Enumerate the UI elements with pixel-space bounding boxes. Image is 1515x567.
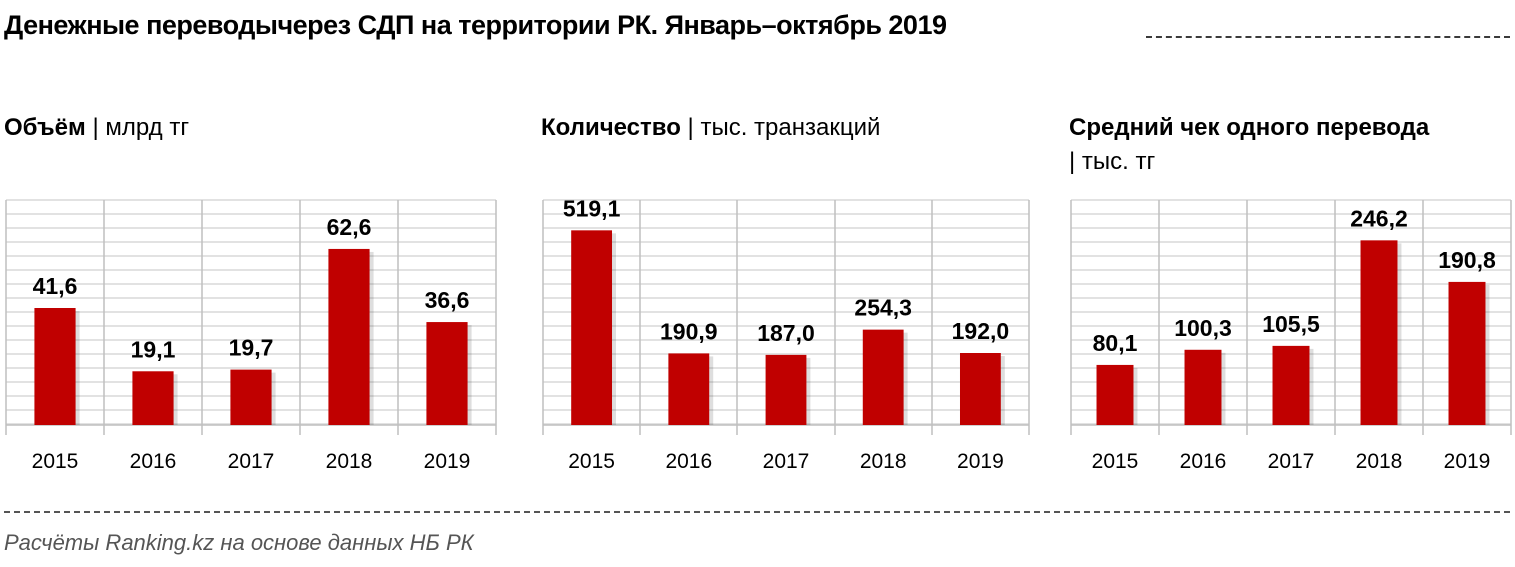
bar xyxy=(1184,349,1222,425)
page-title: Денежные переводычерез СДП на территории… xyxy=(4,10,947,40)
bar xyxy=(1272,345,1310,425)
bar xyxy=(959,353,1001,425)
data-label: 254,3 xyxy=(854,295,912,321)
x-tick-label: 2016 xyxy=(665,450,712,473)
x-tick-label: 2015 xyxy=(32,450,79,473)
data-label: 246,2 xyxy=(1350,205,1408,231)
bar xyxy=(1448,281,1486,425)
chart-count-title: Количество xyxy=(541,114,681,141)
data-label: 19,7 xyxy=(229,335,274,361)
data-label: 19,1 xyxy=(131,336,176,362)
x-tick-label: 2016 xyxy=(1180,450,1227,473)
data-label: 80,1 xyxy=(1093,330,1138,356)
x-tick-label: 2017 xyxy=(1268,450,1315,473)
x-tick-label: 2019 xyxy=(957,450,1004,473)
x-tick-label: 2017 xyxy=(763,450,810,473)
x-tick-label: 2018 xyxy=(1356,450,1403,473)
bar xyxy=(34,308,76,425)
x-tick-label: 2019 xyxy=(1444,450,1491,473)
data-label: 100,3 xyxy=(1174,315,1232,341)
x-tick-label: 2017 xyxy=(228,450,275,473)
chart-avg-title: Средний чек одного перевода xyxy=(1069,114,1430,141)
bar xyxy=(426,322,468,425)
bar xyxy=(668,353,710,425)
bar xyxy=(328,248,370,425)
x-tick-label: 2015 xyxy=(1092,450,1139,473)
bar xyxy=(571,230,613,425)
data-label: 519,1 xyxy=(563,195,621,221)
chart-volume-header: Объём | млрд тг xyxy=(4,114,189,142)
chart-count-unit: | тыс. транзакций xyxy=(687,114,881,141)
bar xyxy=(132,371,174,425)
chart-volume-title: Объём xyxy=(4,114,86,141)
bar xyxy=(1096,364,1134,425)
chart-count: 519,1 2015 190,9 2016 187,0 2017 254,3 2018 192,… xyxy=(542,195,1030,473)
data-label: 187,0 xyxy=(757,320,815,346)
title-row: Денежные переводычерез СДП на территории… xyxy=(4,8,1510,48)
bar xyxy=(765,354,807,425)
chart-volume-unit: | млрд тг xyxy=(92,114,190,141)
bar xyxy=(862,329,904,425)
bar xyxy=(230,369,272,425)
chart-avg-check: 80,1 2015 100,3 2016 105,5 2017 246,2 2018 190,8… xyxy=(1070,199,1512,473)
data-label: 190,9 xyxy=(660,318,718,344)
x-tick-label: 2016 xyxy=(130,450,177,473)
data-label: 190,8 xyxy=(1438,247,1496,273)
x-tick-label: 2015 xyxy=(568,450,615,473)
data-label: 62,6 xyxy=(327,214,372,240)
source-note: Расчёты Ranking.kz на основе данных НБ Р… xyxy=(4,530,474,555)
chart-avg-header: Средний чек одного перевода | тыс. тг xyxy=(1069,114,1429,176)
x-tick-label: 2018 xyxy=(860,450,907,473)
chart-volume: 41,6 2015 19,1 2016 19,7 2017 62,6 2018 36,6 2019 xyxy=(5,199,497,473)
title-divider xyxy=(1146,36,1510,38)
data-label: 36,6 xyxy=(425,287,470,313)
footer-divider xyxy=(4,511,1510,513)
x-tick-label: 2019 xyxy=(424,450,471,473)
data-label: 41,6 xyxy=(33,273,78,299)
data-label: 192,0 xyxy=(952,318,1010,344)
bar xyxy=(1360,240,1398,425)
data-label: 105,5 xyxy=(1262,311,1320,337)
chart-avg-unit: | тыс. тг xyxy=(1069,148,1156,175)
x-tick-label: 2018 xyxy=(326,450,373,473)
chart-count-header: Количество | тыс. транзакций xyxy=(541,114,880,142)
